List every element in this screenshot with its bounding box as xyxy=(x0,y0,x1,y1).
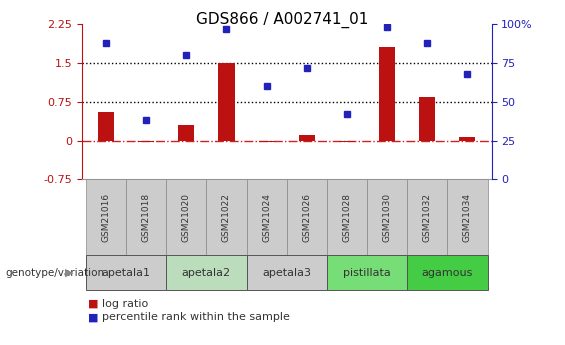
Bar xyxy=(98,112,114,141)
Bar xyxy=(179,125,194,141)
Bar xyxy=(407,179,447,255)
Bar xyxy=(206,179,246,255)
Text: GSM21024: GSM21024 xyxy=(262,193,271,242)
Bar xyxy=(166,255,246,290)
Bar xyxy=(246,255,327,290)
Bar xyxy=(126,179,166,255)
Text: agamous: agamous xyxy=(421,268,473,277)
Bar xyxy=(447,179,488,255)
Text: GSM21028: GSM21028 xyxy=(342,193,351,242)
Text: log ratio: log ratio xyxy=(102,299,148,308)
Text: ■: ■ xyxy=(88,313,98,322)
Text: GDS866 / A002741_01: GDS866 / A002741_01 xyxy=(196,12,369,28)
Bar xyxy=(379,47,395,141)
Bar xyxy=(327,255,407,290)
Bar xyxy=(327,179,367,255)
Text: GSM21018: GSM21018 xyxy=(142,193,151,242)
Text: pistillata: pistillata xyxy=(343,268,391,277)
Text: apetala1: apetala1 xyxy=(102,268,151,277)
Text: GSM21030: GSM21030 xyxy=(383,193,392,242)
Bar xyxy=(86,179,126,255)
Text: GSM21032: GSM21032 xyxy=(423,193,432,242)
Text: ■: ■ xyxy=(88,299,98,308)
Text: GSM21022: GSM21022 xyxy=(222,193,231,242)
Bar xyxy=(219,63,234,141)
Bar xyxy=(287,179,327,255)
Text: GSM21020: GSM21020 xyxy=(182,193,191,242)
Text: genotype/variation: genotype/variation xyxy=(6,268,105,277)
Bar xyxy=(407,255,488,290)
Bar xyxy=(299,135,315,141)
Bar xyxy=(367,179,407,255)
Text: apetala3: apetala3 xyxy=(262,268,311,277)
Bar xyxy=(419,97,435,141)
Text: ▶: ▶ xyxy=(65,268,74,277)
Text: apetala2: apetala2 xyxy=(182,268,231,277)
Text: GSM21034: GSM21034 xyxy=(463,193,472,242)
Bar xyxy=(86,255,166,290)
Bar xyxy=(246,179,287,255)
Text: GSM21016: GSM21016 xyxy=(102,193,111,242)
Text: GSM21026: GSM21026 xyxy=(302,193,311,242)
Bar xyxy=(459,137,476,141)
Bar xyxy=(166,179,206,255)
Text: percentile rank within the sample: percentile rank within the sample xyxy=(102,313,290,322)
